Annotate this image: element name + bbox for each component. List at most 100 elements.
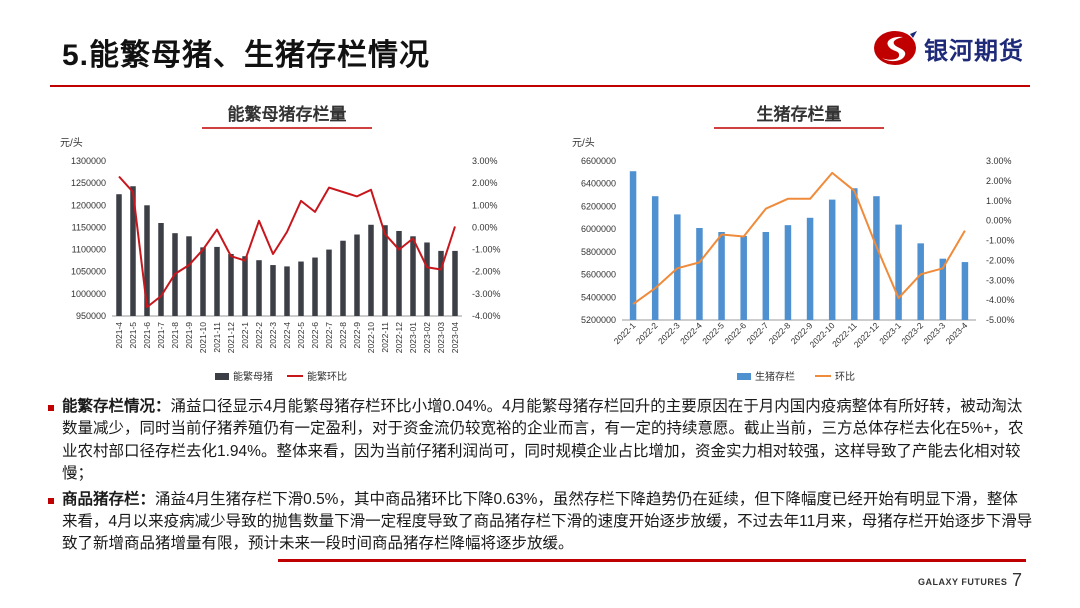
galaxy-logo-icon (874, 31, 917, 65)
y-right-tick-label: -2.00% (472, 267, 501, 277)
bar-2021-7 (158, 223, 164, 316)
y-right-tick-label: 0.00% (472, 222, 498, 232)
bar-2022-11 (382, 225, 388, 316)
y-right-tick-label: -4.00% (986, 295, 1015, 305)
x-tick-label: 2022-5 (700, 320, 726, 346)
bar-2023-04 (452, 250, 458, 316)
x-tick-label: 2023-2 (899, 320, 925, 346)
y-right-tick-label: 2.00% (986, 176, 1012, 186)
bar-2021-6 (144, 205, 150, 316)
bar-2022-2 (256, 260, 262, 316)
y-right-tick-label: -1.00% (986, 236, 1015, 246)
chart-title: 能繁母猪存栏量 (228, 104, 347, 124)
y-left-tick-label: 5600000 (581, 270, 616, 280)
x-tick-label: 2022-7 (744, 320, 770, 346)
y-left-tick-label: 950000 (76, 311, 106, 321)
y-left-tick-label: 6200000 (581, 201, 616, 211)
y-left-tick-label: 1200000 (71, 200, 106, 210)
bar-2023-3 (939, 258, 947, 320)
bar-2022-2 (651, 196, 659, 320)
y-left-tick-label: 1300000 (71, 156, 106, 166)
x-tick-label: 2022-9 (352, 322, 362, 349)
page-title: 5.能繁母猪、生猪存栏情况 (62, 39, 431, 72)
y-left-tick-label: 5800000 (581, 247, 616, 257)
footer-brand: GALAXY FUTURES (918, 577, 1008, 587)
x-tick-label: 2023-02 (422, 322, 432, 353)
legend-bar-swatch (215, 373, 229, 380)
bar-2022-11 (851, 188, 858, 320)
x-tick-label: 2021-10 (198, 322, 208, 353)
bar-2021-11 (214, 246, 220, 316)
x-tick-label: 2022-6 (310, 322, 320, 349)
bar-2023-1 (895, 224, 902, 320)
legend-label-line: 能繁环比 (307, 370, 347, 383)
x-tick-label: 2022-2 (634, 320, 660, 346)
commentary: 能繁存栏情况：涌益口径显示4月能繁母猪存栏环比小增0.04%。4月能繁母猪存栏回… (48, 396, 1033, 559)
y-right-tick-label: -3.00% (986, 275, 1015, 285)
x-tick-label: 2023-4 (944, 320, 970, 346)
bar-2022-9 (354, 234, 360, 316)
bar-2022-9 (806, 217, 814, 320)
y-right-tick-label: -2.00% (986, 255, 1015, 265)
legend-label-bar: 生猪存栏 (755, 370, 795, 383)
bullet-heading: 商品猪存栏： (62, 490, 156, 508)
bar-2023-4 (961, 262, 969, 320)
x-tick-label: 2022-7 (324, 322, 334, 349)
bar-2022-5 (298, 261, 304, 316)
x-tick-label: 2023-01 (408, 322, 418, 353)
bar-2023-03 (438, 250, 444, 316)
x-tick-label: 2022-4 (678, 320, 704, 346)
bar-2022-3 (674, 214, 681, 320)
bullet-text: 涌益口径显示4月能繁母猪存栏环比小增0.04%。4月能繁母猪存栏回升的主要原因在… (62, 398, 1024, 483)
bar-2022-4 (696, 228, 703, 320)
bar-2021-12 (228, 254, 234, 316)
x-tick-label: 2022-2 (254, 322, 264, 349)
bar-2021-9 (186, 236, 192, 316)
sow-inventory-chart: 能繁母猪存栏量 元/头 950000 1000000 1050000 1100000 115… (48, 92, 530, 392)
y-right-tick-label: -5.00% (986, 315, 1015, 325)
bar-2022-10 (368, 224, 374, 316)
bar-2023-02 (424, 242, 430, 316)
bar-2023-01 (410, 236, 416, 316)
y-left-tick-label: 5400000 (581, 292, 616, 302)
x-tick-label: 2021-4 (114, 322, 124, 349)
x-tick-label: 2022-12 (852, 320, 881, 349)
bullet-text: 涌益4月生猪存栏下滑0.5%，其中商品猪环比下降0.63%，虽然存栏下降趋势仍在… (62, 490, 1033, 553)
x-tick-label: 2023-1 (877, 320, 903, 346)
y-left-tick-label: 1000000 (71, 289, 106, 299)
y-right-tick-label: 2.00% (472, 178, 498, 188)
x-tick-label: 2023-3 (921, 320, 947, 346)
page-number: 7 (1012, 570, 1023, 590)
x-tick-label: 2021-12 (226, 322, 236, 353)
bar-2022-4 (284, 266, 290, 316)
x-tick-label: 2022-11 (380, 322, 390, 353)
bullet-hog-inventory: 商品猪存栏：涌益4月生猪存栏下滑0.5%，其中商品猪环比下降0.63%，虽然存栏… (48, 489, 1033, 556)
x-tick-label: 2023-04 (450, 322, 460, 353)
bullet-heading: 能繁存栏情况： (62, 398, 171, 415)
bar-2022-3 (270, 265, 276, 316)
y-left-tick-label: 1150000 (72, 222, 106, 232)
y-left-tick-label: 6000000 (581, 224, 616, 234)
bar-2022-8 (784, 225, 792, 320)
y-left-tick-label: 1050000 (71, 267, 106, 277)
bar-2021-4 (116, 194, 122, 316)
y-right-tick-label: -3.00% (472, 289, 501, 299)
y-left-tick-label: 6600000 (581, 156, 616, 166)
legend-bar-swatch (737, 373, 751, 380)
bar-2022-1 (629, 171, 637, 320)
bar-2022-6 (740, 235, 747, 320)
bar-2022-8 (340, 240, 346, 316)
x-tick-label: 2022-5 (296, 322, 306, 349)
y-right-tick-label: 1.00% (986, 196, 1012, 206)
chart-title: 生猪存栏量 (757, 104, 842, 124)
x-tick-label: 2022-3 (656, 320, 682, 346)
header-rule (50, 85, 1030, 87)
bar-2022-7 (762, 231, 770, 320)
bar-2021-5 (130, 186, 136, 316)
x-tick-label: 2021-7 (156, 322, 166, 349)
y-left-tick-label: 1100000 (72, 245, 106, 255)
y-right-tick-label: -4.00% (472, 311, 501, 321)
y-left-tick-label: 6400000 (581, 179, 616, 189)
y-left-tick-label: 5200000 (581, 315, 616, 325)
